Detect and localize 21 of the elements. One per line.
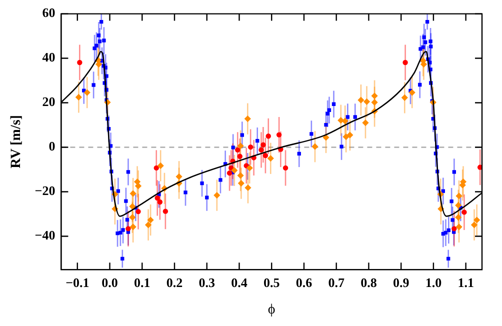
x-tick-label: 0.3 xyxy=(198,274,216,290)
y-tick-label: 60 xyxy=(42,5,56,20)
x-tick-label: 0.8 xyxy=(360,274,378,290)
y-tick-label: −40 xyxy=(34,228,56,243)
y-tick-label: 20 xyxy=(42,94,56,110)
x-tick-label: 0.1 xyxy=(134,274,150,290)
x-tick-label: 1.1 xyxy=(458,274,474,290)
x-tick-label: 1.0 xyxy=(425,274,442,290)
y-tick-label: 0 xyxy=(48,138,56,154)
y-tick-label: 40 xyxy=(42,50,56,65)
x-tick-label: 0.5 xyxy=(263,274,280,290)
x-axis-title: ϕ xyxy=(268,302,276,318)
x-tick-label: 0.0 xyxy=(102,274,118,290)
x-tick-label: 0.9 xyxy=(392,274,410,290)
x-tick-label: 0.6 xyxy=(296,274,313,290)
x-tick-label: 0.4 xyxy=(231,274,248,290)
x-tick-label: −0.1 xyxy=(66,274,90,290)
x-tick-label: 0.2 xyxy=(166,274,183,290)
y-axis-title: RV [m/s] xyxy=(9,115,24,168)
x-tick-label: 0.7 xyxy=(328,274,345,290)
y-tick-label: −20 xyxy=(34,183,56,198)
